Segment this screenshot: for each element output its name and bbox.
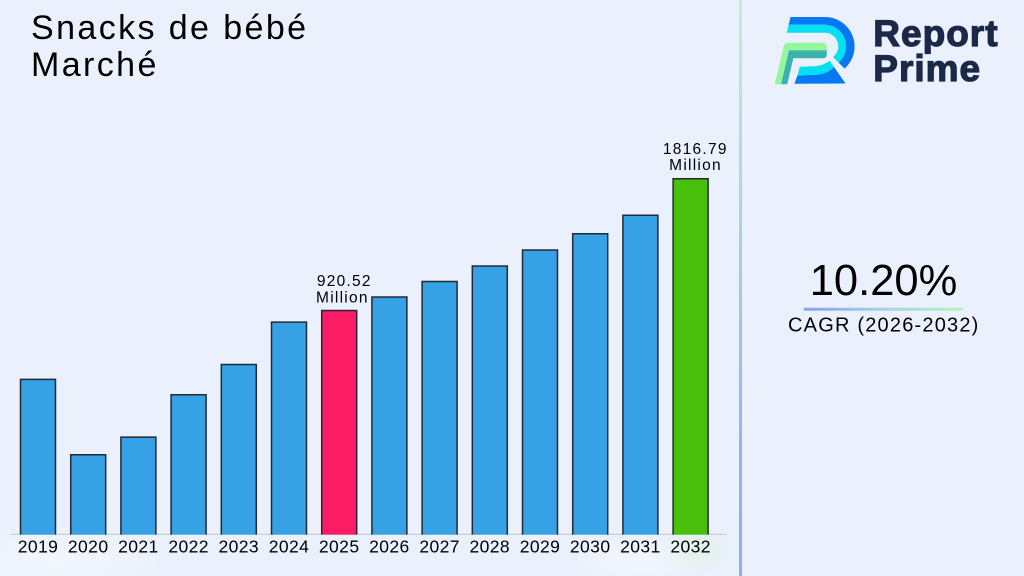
svg-text:2024: 2024 [269,537,310,557]
svg-text:2026: 2026 [369,537,410,557]
svg-text:Million: Million [669,157,722,174]
svg-text:2025: 2025 [319,537,360,557]
svg-text:920.52: 920.52 [317,273,372,290]
svg-text:2032: 2032 [670,537,711,557]
svg-text:CAGR (2026-2032): CAGR (2026-2032) [788,315,980,337]
svg-text:Snacks de bébé: Snacks de bébé [31,9,308,47]
svg-text:2030: 2030 [570,537,611,557]
svg-text:2022: 2022 [168,537,209,557]
svg-text:Report: Report [873,13,998,54]
svg-text:2021: 2021 [118,537,159,557]
svg-text:Marché: Marché [31,46,159,84]
svg-text:2028: 2028 [470,537,511,557]
svg-text:2029: 2029 [520,537,561,557]
svg-text:10.20%: 10.20% [810,257,958,305]
svg-text:2019: 2019 [18,537,59,557]
svg-text:Prime: Prime [873,48,981,89]
svg-text:2027: 2027 [419,537,460,557]
svg-text:2020: 2020 [68,537,109,557]
svg-text:2023: 2023 [219,537,260,557]
svg-text:2031: 2031 [620,537,661,557]
svg-text:Million: Million [316,290,369,307]
svg-text:1816.79: 1816.79 [663,141,728,158]
